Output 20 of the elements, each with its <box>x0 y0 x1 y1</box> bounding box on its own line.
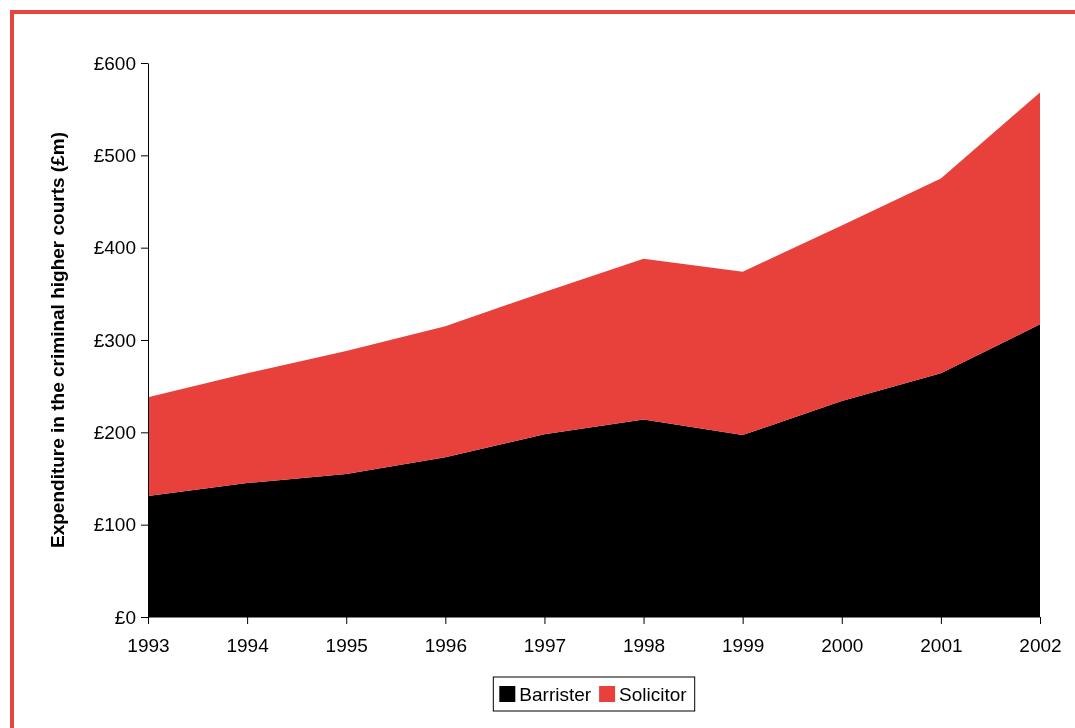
x-tick-label: 1993 <box>127 634 170 656</box>
y-tick-label: £400 <box>93 237 136 259</box>
x-tick-label: 1996 <box>424 634 467 656</box>
y-tick-label: £600 <box>93 52 136 74</box>
y-tick-label: £100 <box>93 514 136 536</box>
x-tick-label: 1994 <box>226 634 270 656</box>
x-tick-label: 1999 <box>722 634 765 656</box>
x-tick-label: 1997 <box>523 634 567 656</box>
y-tick-label: £200 <box>93 421 136 443</box>
y-tick-label: £500 <box>93 144 136 166</box>
x-tick-label: 2002 <box>1019 634 1062 656</box>
y-tick-label: £300 <box>93 329 136 351</box>
y-axis-title: Expenditure in the criminal higher courts (£m) <box>47 132 68 548</box>
x-tick-label: 1995 <box>325 634 368 656</box>
legend-label: Solicitor <box>619 683 688 705</box>
y-tick-label: £0 <box>114 606 136 628</box>
x-tick-label: 1998 <box>622 634 666 656</box>
x-tick-label: 2000 <box>821 634 864 656</box>
x-tick-label: 2001 <box>920 634 963 656</box>
legend-label: Barrister <box>519 683 592 705</box>
